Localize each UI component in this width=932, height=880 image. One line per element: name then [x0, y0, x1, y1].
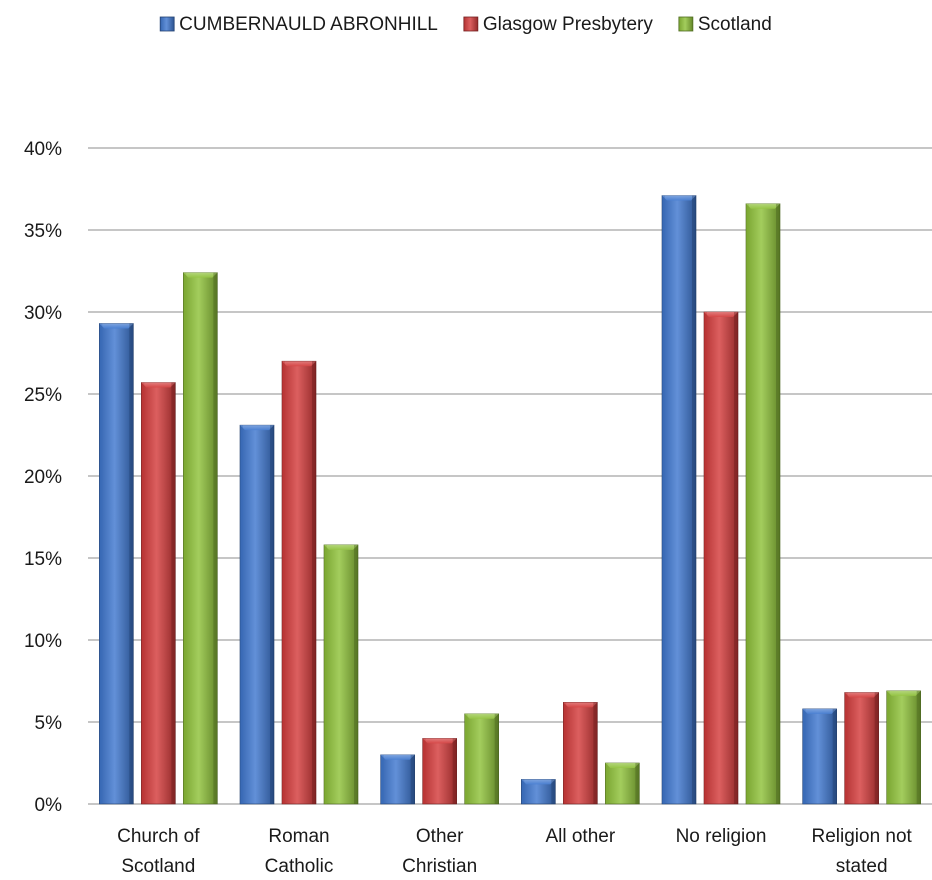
y-tick-label: 25%	[24, 385, 62, 406]
y-tick-label: 15%	[24, 549, 62, 570]
bar	[703, 311, 739, 805]
x-tick-label: Other	[416, 826, 464, 847]
x-tick-label: No religion	[676, 826, 767, 847]
y-tick-label: 5%	[35, 713, 63, 734]
x-tick-label: Christian	[402, 856, 477, 875]
bar	[323, 544, 359, 805]
legend-label: CUMBERNAULD ABRONHILL	[179, 14, 438, 35]
bar	[802, 708, 837, 805]
legend-label: Glasgow Presbytery	[483, 14, 654, 35]
x-tick-label: Church of	[117, 826, 200, 847]
y-tick-label: 40%	[24, 139, 62, 160]
bar	[521, 779, 556, 805]
x-axis: Church of Scotland Roman Catholic Other Chris…	[117, 826, 912, 877]
y-tick-label: 30%	[24, 303, 62, 324]
bar	[661, 195, 697, 805]
x-tick-label: All other	[545, 826, 615, 847]
y-tick-label: 35%	[24, 221, 62, 242]
legend-item: Glasgow Presbytery	[463, 14, 654, 35]
legend-swatch	[678, 16, 694, 32]
bar	[239, 424, 275, 805]
bar	[281, 360, 317, 805]
x-tick-label: Scotland	[121, 856, 195, 875]
legend-label: Scotland	[698, 14, 772, 35]
y-tick-label: 10%	[24, 631, 62, 652]
y-tick-label: 0%	[35, 795, 63, 816]
bars	[99, 195, 921, 805]
bar	[563, 702, 598, 805]
bar	[99, 323, 134, 805]
legend-item: Scotland	[678, 14, 772, 35]
y-tick-label: 20%	[24, 467, 62, 488]
y-axis: 0% 5% 10% 15% 20% 25% 30% 35% 40%	[24, 139, 62, 816]
x-tick-label: Roman	[268, 826, 329, 847]
bar	[183, 272, 218, 805]
legend-swatch	[463, 16, 479, 32]
bar	[844, 692, 879, 805]
x-tick-label: Catholic	[265, 856, 334, 875]
bar	[380, 754, 415, 805]
bar	[141, 382, 176, 805]
bar	[886, 690, 921, 805]
bar	[605, 762, 640, 805]
bar	[422, 738, 457, 805]
legend: CUMBERNAULD ABRONHILL Glasgow Presbytery S…	[159, 14, 772, 35]
legend-item: CUMBERNAULD ABRONHILL	[159, 14, 438, 35]
bar	[745, 203, 781, 805]
legend-swatch	[159, 16, 175, 32]
bar	[464, 713, 499, 805]
gridlines	[88, 147, 932, 805]
x-tick-label: Religion not	[811, 826, 912, 847]
x-tick-label: stated	[836, 856, 888, 875]
